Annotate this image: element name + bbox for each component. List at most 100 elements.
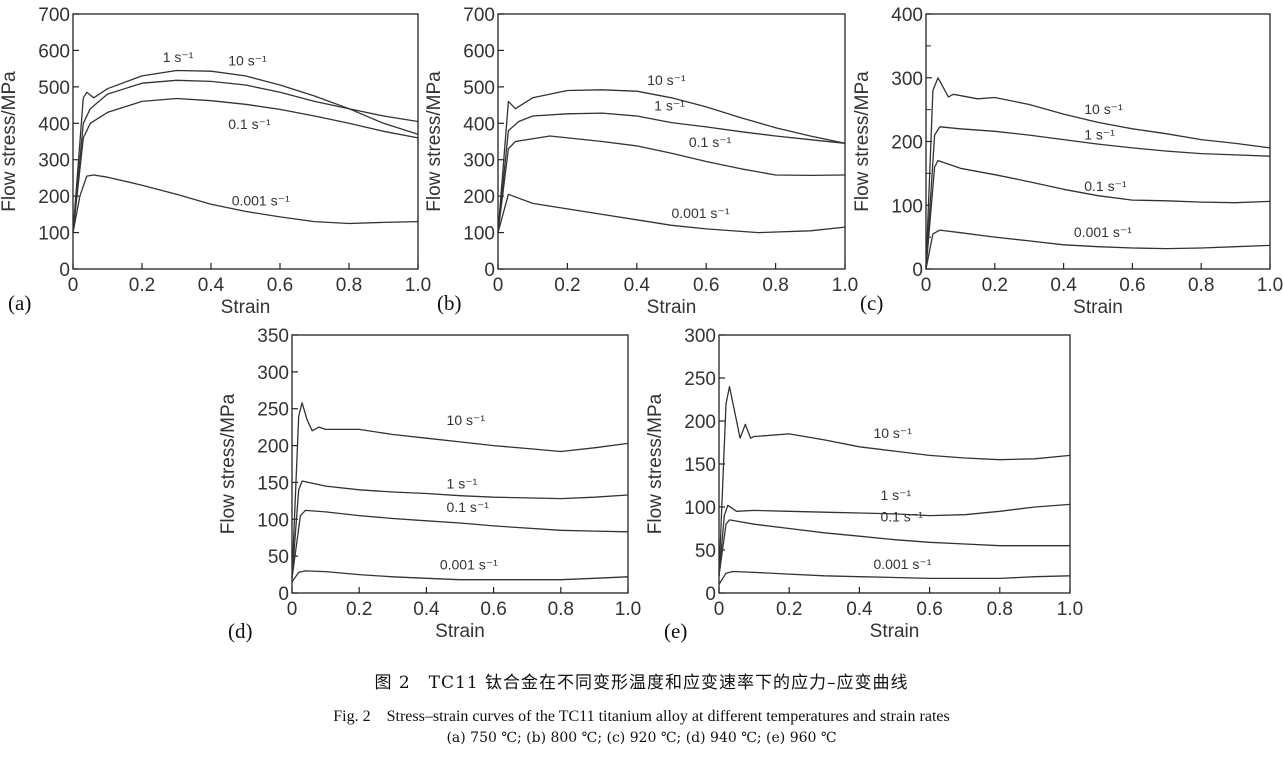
y-tick-label: 150 [257, 473, 289, 494]
plot-frame [72, 13, 419, 270]
x-tick-label: 0 [921, 275, 932, 296]
y-tick-label: 150 [684, 455, 716, 476]
x-tick-label: 0.8 [762, 275, 788, 296]
x-tick-label: 1.0 [832, 275, 858, 296]
x-tick-label: 1.0 [1057, 599, 1083, 620]
panel-label: (d) [228, 619, 253, 643]
y-tick-label: 500 [463, 78, 495, 99]
x-tick-label: 0.6 [1119, 275, 1145, 296]
y-tick-label: 300 [891, 69, 923, 90]
y-tick-label: 0 [705, 584, 716, 605]
x-axis-label: Strain [435, 621, 485, 642]
y-tick-label: 600 [38, 41, 70, 62]
series-line [718, 570, 1071, 585]
series-line [925, 126, 1271, 270]
panel-label: (b) [437, 291, 462, 315]
y-tick-label: 100 [38, 224, 70, 245]
series-label: 10 s⁻¹ [228, 53, 267, 69]
series-label: 0.1 s⁻¹ [228, 116, 271, 132]
series-label: 0.001 s⁻¹ [873, 556, 931, 572]
series-line [718, 385, 1071, 576]
series-line [925, 77, 1271, 270]
y-tick-label: 350 [257, 326, 289, 347]
y-tick-label: 0 [484, 260, 495, 281]
x-tick-label: 1.0 [615, 599, 641, 620]
x-tick-label: 0.4 [198, 275, 225, 296]
x-tick-label: 0.6 [693, 275, 719, 296]
series-label: 10 s⁻¹ [447, 412, 486, 428]
x-tick-label: 0.6 [916, 599, 942, 620]
panel-c: 0 0.2 0.4 0.6 0.8 1.0 0 100 200 300 400 Strain Flow … [852, 5, 1283, 318]
y-tick-label: 500 [38, 78, 70, 99]
series-line [72, 97, 419, 233]
x-tick-label: 0.6 [480, 599, 506, 620]
y-tick-label: 400 [463, 114, 495, 135]
y-tick-label: 300 [684, 326, 716, 347]
y-tick-label: 300 [38, 151, 70, 172]
y-tick-label: 100 [463, 224, 495, 245]
series-line [72, 79, 419, 233]
series-label: 0.001 s⁻¹ [672, 205, 730, 221]
x-axis-label: Strain [1073, 297, 1123, 318]
y-tick-label: 300 [463, 151, 495, 172]
y-tick-label: 250 [257, 400, 289, 421]
series-line [497, 112, 846, 233]
x-tick-label: 0.8 [548, 599, 574, 620]
series-label: 10 s⁻¹ [873, 425, 912, 441]
y-tick-label: 250 [684, 369, 716, 390]
series-label: 1 s⁻¹ [880, 487, 911, 503]
x-tick-label: 0.8 [987, 599, 1013, 620]
plot-frame [291, 334, 629, 594]
y-tick-label: 200 [891, 133, 923, 154]
series-line [291, 509, 629, 579]
series-line [291, 480, 629, 579]
x-tick-label: 0.2 [776, 599, 802, 620]
x-tick-label: 0.8 [1188, 275, 1214, 296]
series-line [497, 135, 846, 233]
x-axis-label: Strain [870, 621, 920, 642]
panel-label: (c) [860, 291, 883, 315]
x-tick-label: 0.4 [1050, 275, 1077, 296]
y-tick-label: 200 [38, 187, 70, 208]
plot-frame [718, 334, 1071, 594]
panel-b: 0 0.2 0.4 0.6 0.8 1.0 0 100 200 300 400 500 600 700 St… [424, 5, 858, 318]
series-line [497, 89, 846, 233]
plot-frame [497, 13, 846, 270]
series-line [291, 570, 629, 583]
y-tick-label: 0 [278, 584, 289, 605]
x-tick-label: 0.2 [554, 275, 580, 296]
series-line [718, 503, 1071, 576]
y-tick-label: 700 [38, 5, 70, 26]
panel-d: 0 0.2 0.4 0.6 0.8 1.0 0 50 100 150 200 250 300 350 Str… [218, 326, 641, 643]
panel-a: 0 0.2 0.4 0.6 0.8 1.0 0 100 200 300 400 500 600 700 St… [0, 5, 431, 318]
series-line [925, 229, 1271, 270]
series-label: 0.001 s⁻¹ [1074, 224, 1132, 240]
y-tick-label: 400 [891, 5, 923, 26]
y-tick-label: 100 [684, 498, 716, 519]
x-tick-label: 0.6 [267, 275, 293, 296]
y-tick-label: 400 [38, 114, 70, 135]
y-tick-label: 200 [684, 412, 716, 433]
x-tick-label: 0.4 [624, 275, 651, 296]
y-tick-label: 700 [463, 5, 495, 26]
series-label: 0.1 s⁻¹ [1084, 178, 1127, 194]
panel-label: (a) [8, 291, 31, 315]
series-label: 0.001 s⁻¹ [440, 556, 498, 572]
series-line [72, 174, 419, 233]
panel-label: (e) [664, 619, 687, 643]
x-tick-label: 0 [493, 275, 504, 296]
y-axis-label: Flow stress/MPa [852, 71, 873, 212]
y-tick-label: 100 [891, 196, 923, 217]
series-label: 1 s⁻¹ [447, 475, 478, 491]
x-tick-label: 0.2 [346, 599, 372, 620]
y-tick-label: 300 [257, 363, 289, 384]
y-tick-label: 200 [257, 437, 289, 458]
panel-e: 0 0.2 0.4 0.6 0.8 1.0 0 50 100 150 200 250 300 Strain… [645, 326, 1083, 643]
series-label: 10 s⁻¹ [647, 72, 686, 88]
y-tick-label: 200 [463, 187, 495, 208]
x-tick-label: 0 [68, 275, 79, 296]
caption-subcaption: (a) 750 ℃; (b) 800 ℃; (c) 920 ℃; (d) 940… [446, 730, 837, 746]
x-tick-label: 0 [287, 599, 298, 620]
series-line [291, 402, 629, 579]
